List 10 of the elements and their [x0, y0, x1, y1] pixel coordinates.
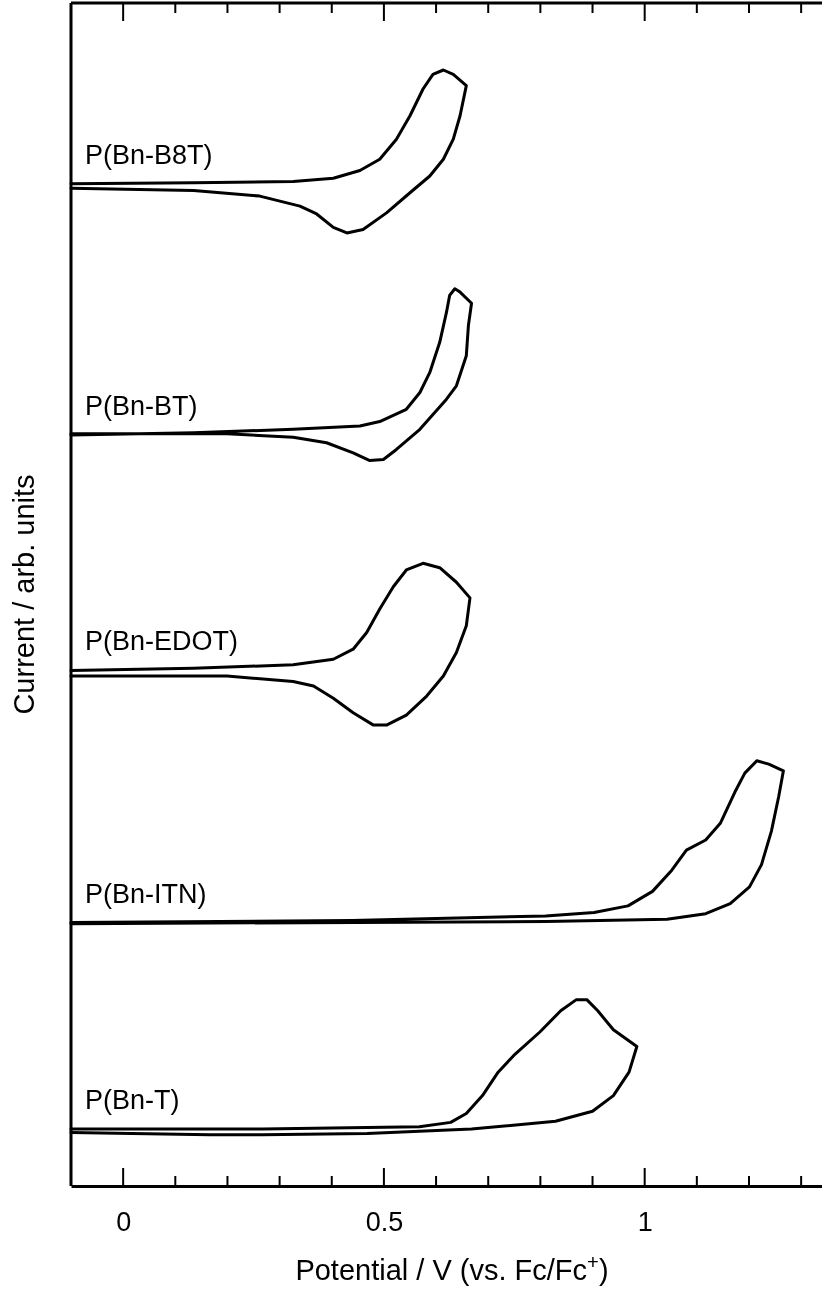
x-tick-label: 0.5 [365, 1207, 404, 1238]
series-label: P(Bn-EDOT) [85, 626, 239, 657]
series-label: P(Bn-ITN) [85, 878, 207, 909]
series-label: P(Bn-BT) [85, 390, 198, 421]
series-label: P(Bn-B8T) [85, 139, 213, 170]
x-tick-label: 1 [637, 1207, 653, 1238]
x-tick-label: 0 [116, 1207, 132, 1238]
y-axis-title: Current / arb. units [8, 474, 40, 715]
x-axis-title: Potential / V (vs. Fc/Fc$^{+}$) [295, 1251, 609, 1286]
series-label: P(Bn-T) [85, 1085, 180, 1116]
